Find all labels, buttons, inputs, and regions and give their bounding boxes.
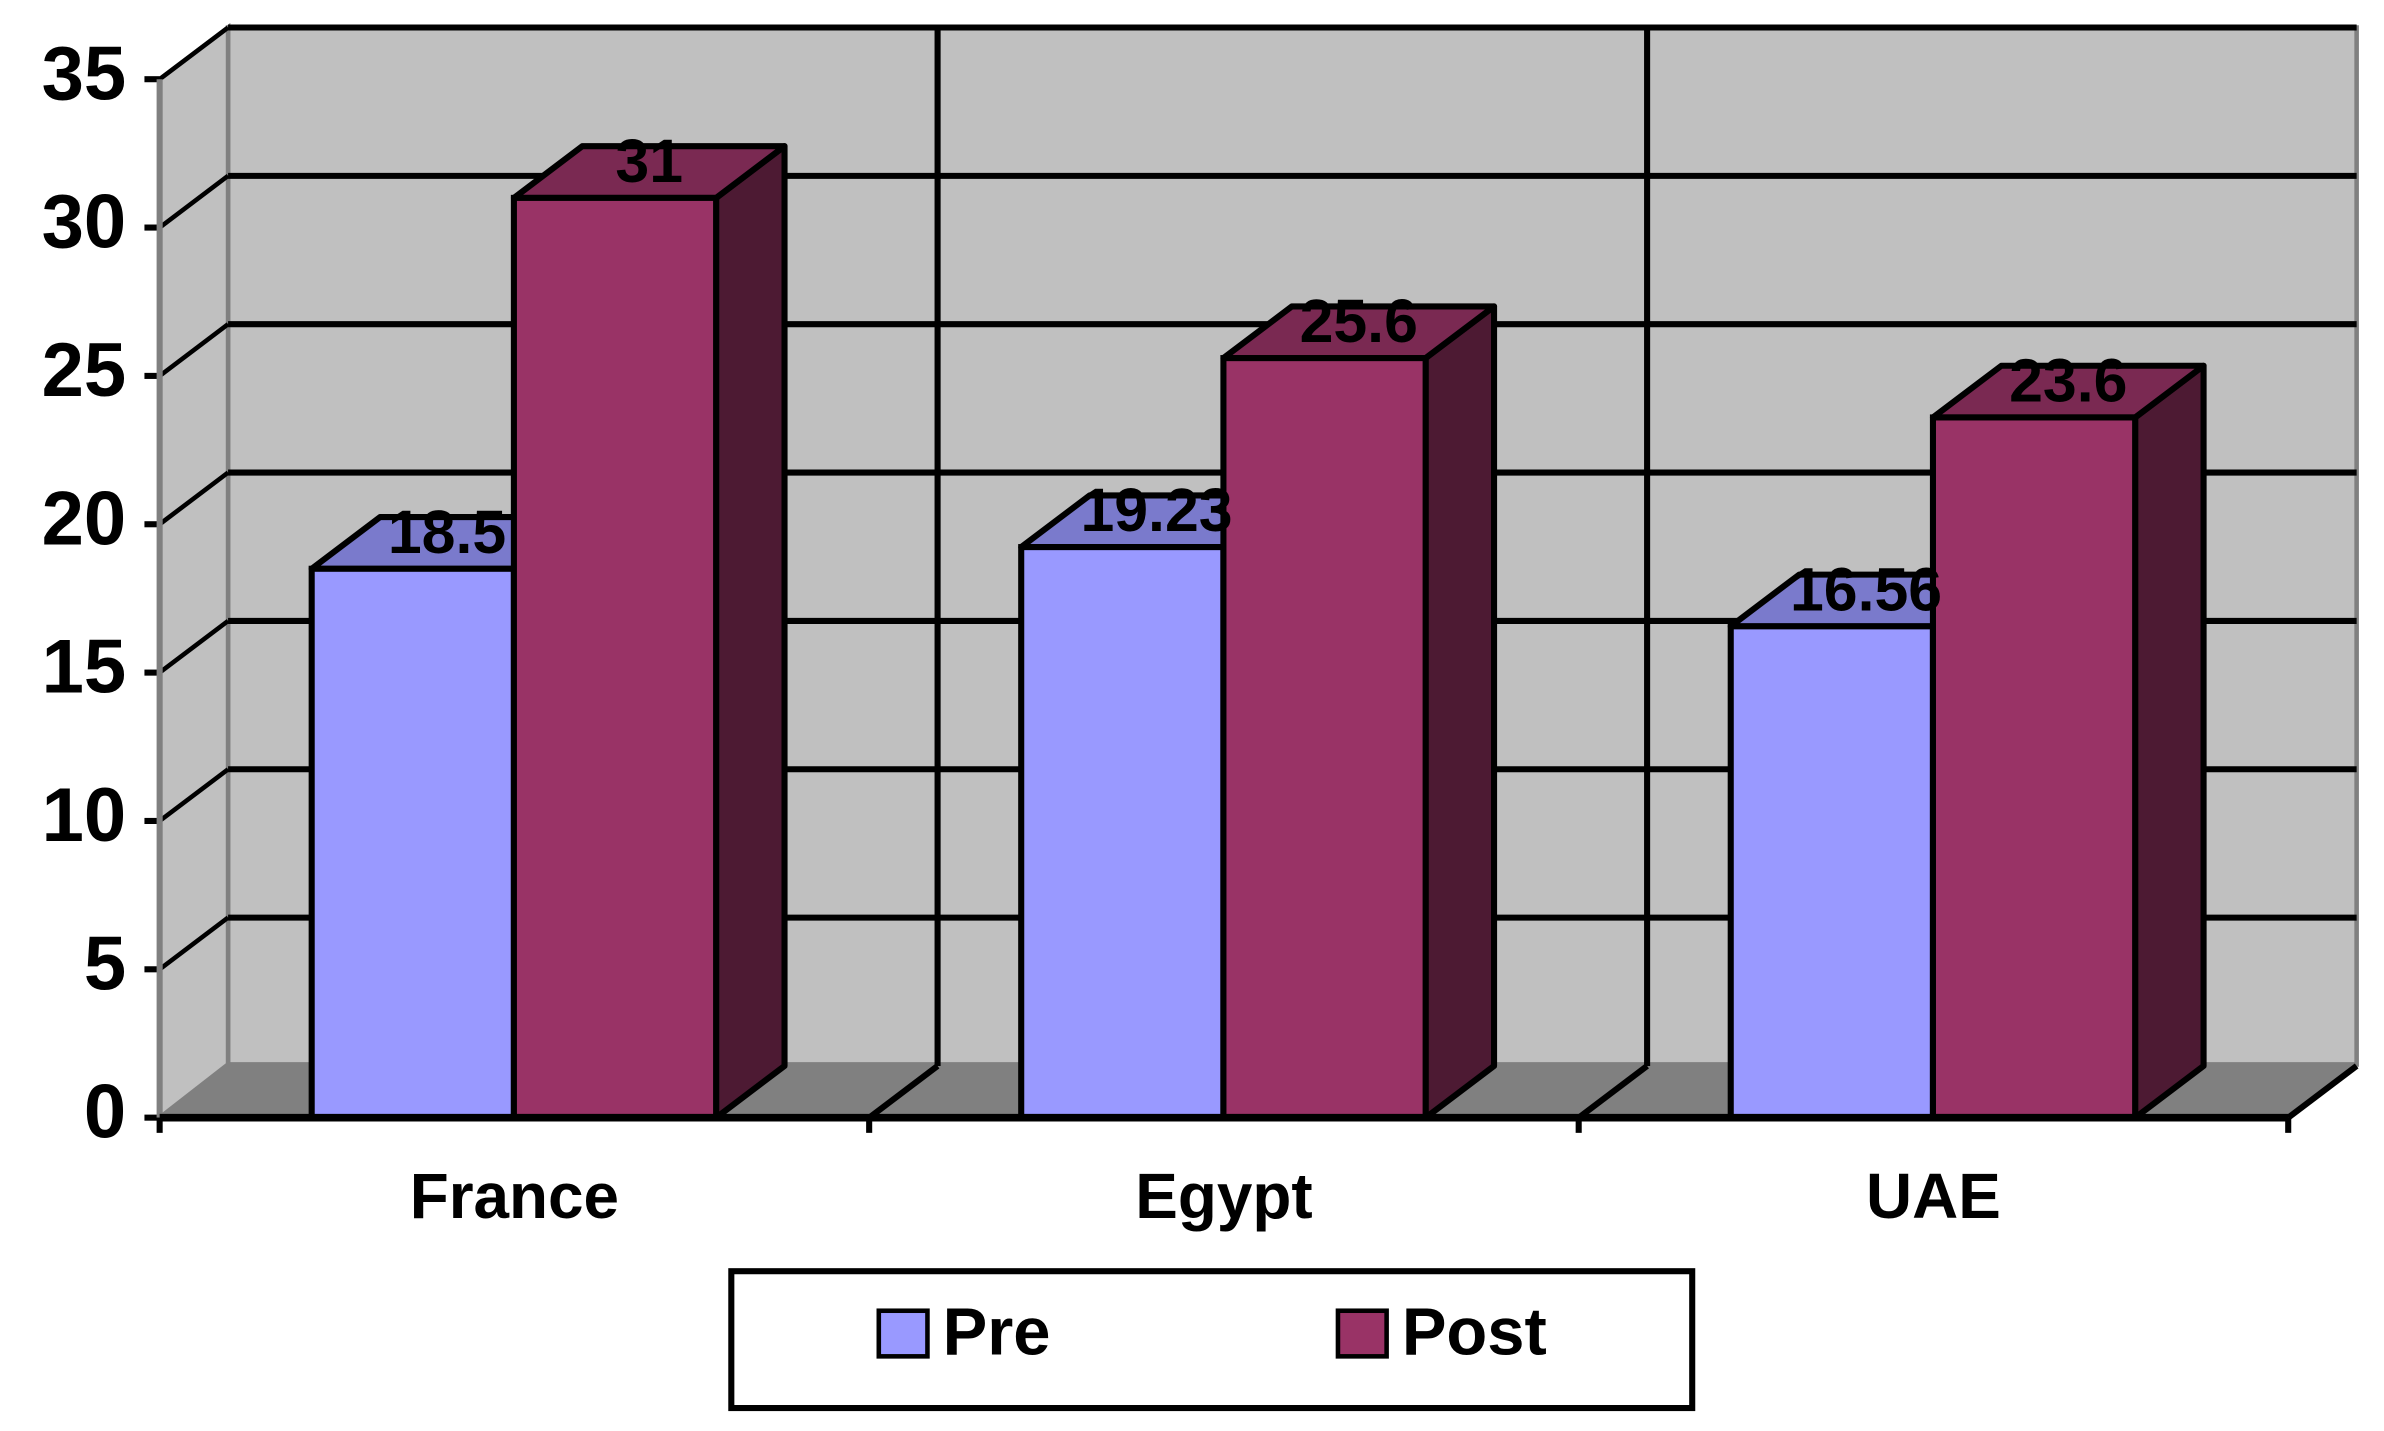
value-label: 25.6 bbox=[1300, 287, 1418, 355]
y-tick-label: 35 bbox=[42, 31, 127, 116]
side-wall bbox=[157, 22, 231, 1123]
x-tick-label: Egypt bbox=[1135, 1160, 1312, 1232]
legend-label: Post bbox=[1402, 1294, 1547, 1369]
bar-side bbox=[713, 143, 788, 1121]
bar-group bbox=[1929, 362, 2207, 1121]
bar-side bbox=[2132, 362, 2207, 1121]
bar bbox=[308, 565, 517, 1121]
legend-swatch bbox=[1335, 1308, 1389, 1359]
grid-line bbox=[158, 619, 230, 675]
grid-line bbox=[158, 767, 230, 823]
floor-divider bbox=[1576, 1063, 1649, 1121]
y-tick-label: 15 bbox=[42, 625, 127, 710]
grid-line bbox=[158, 174, 230, 230]
bar bbox=[1018, 544, 1227, 1121]
grid-line bbox=[158, 470, 230, 527]
y-tick-label: 25 bbox=[42, 328, 127, 413]
y-tick-label: 5 bbox=[84, 921, 126, 1006]
value-label: 19.23 bbox=[1080, 476, 1232, 544]
legend-box bbox=[728, 1268, 1696, 1412]
value-label: 16.56 bbox=[1790, 555, 1942, 623]
bars: 18.5 31 19.23 25.6 16.56 23.6 bbox=[308, 127, 2207, 1121]
legend-label: Pre bbox=[943, 1294, 1051, 1369]
grid-line bbox=[158, 322, 230, 378]
y-tick-label: 10 bbox=[42, 773, 127, 858]
x-tick-label: France bbox=[410, 1160, 619, 1232]
bar-group bbox=[1220, 303, 1498, 1121]
y-tick-label: 30 bbox=[42, 180, 127, 265]
axes: 0 5 10 15 20 25 30 35 France Egypt UAE bbox=[42, 31, 2292, 1232]
floor-edge bbox=[2286, 1063, 2359, 1121]
bar bbox=[1929, 414, 2139, 1121]
grid-line bbox=[158, 915, 230, 972]
bar bbox=[510, 194, 720, 1121]
bar-group bbox=[510, 143, 788, 1121]
y-tick-label: 20 bbox=[42, 476, 127, 561]
bar bbox=[1220, 355, 1429, 1121]
floor-divider bbox=[867, 1063, 940, 1121]
value-label: 18.5 bbox=[388, 498, 506, 566]
bar-side bbox=[1422, 303, 1498, 1121]
value-label: 23.6 bbox=[2009, 347, 2127, 415]
bar bbox=[1727, 623, 1936, 1121]
x-tick-label: UAE bbox=[1866, 1160, 2001, 1232]
legend: Pre Post bbox=[876, 1294, 1547, 1369]
legend-swatch bbox=[876, 1308, 930, 1359]
value-label: 31 bbox=[615, 127, 683, 195]
grid-line bbox=[158, 25, 230, 82]
y-tick-label: 0 bbox=[84, 1070, 126, 1155]
